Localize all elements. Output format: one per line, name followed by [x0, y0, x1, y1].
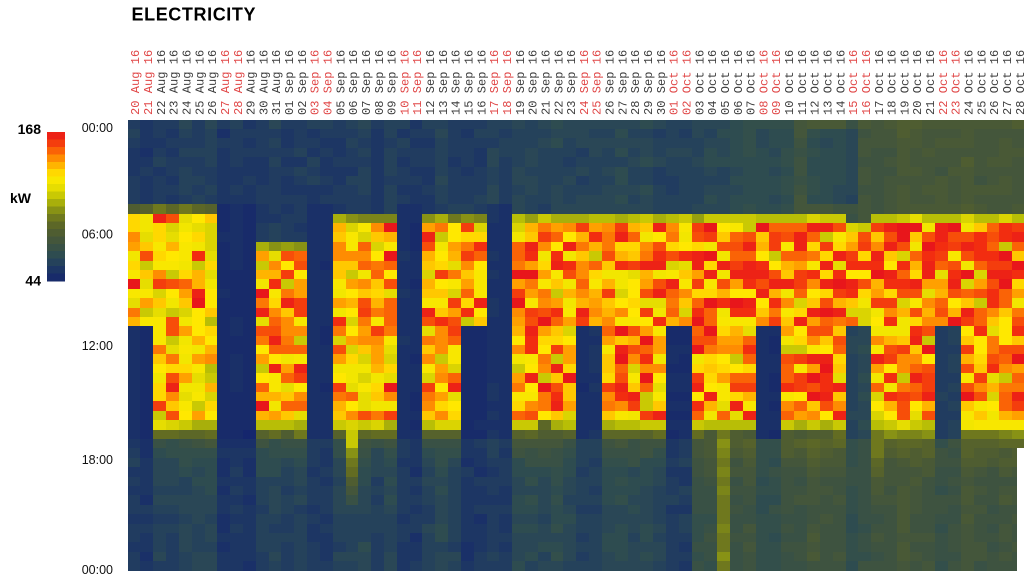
svg-text:12:00: 12:00	[82, 339, 113, 353]
svg-text:03 Sep 16: 03 Sep 16	[309, 50, 323, 115]
svg-text:19 Sep 16: 19 Sep 16	[514, 50, 528, 115]
svg-text:27 Aug 16: 27 Aug 16	[219, 50, 233, 115]
svg-text:03 Oct 16: 03 Oct 16	[693, 50, 707, 115]
svg-text:17 Sep 16: 17 Sep 16	[488, 50, 502, 115]
svg-text:21 Aug 16: 21 Aug 16	[142, 50, 156, 115]
svg-text:23 Oct 16: 23 Oct 16	[950, 50, 964, 115]
svg-text:25 Oct 16: 25 Oct 16	[975, 50, 989, 115]
svg-text:02 Sep 16: 02 Sep 16	[296, 50, 310, 115]
svg-text:01 Oct 16: 01 Oct 16	[668, 50, 682, 115]
svg-text:18 Sep 16: 18 Sep 16	[501, 50, 515, 115]
svg-text:27 Sep 16: 27 Sep 16	[616, 50, 630, 115]
svg-text:16 Sep 16: 16 Sep 16	[475, 50, 489, 115]
svg-text:20 Sep 16: 20 Sep 16	[527, 50, 541, 115]
svg-text:28 Aug 16: 28 Aug 16	[232, 50, 246, 115]
svg-text:06 Oct 16: 06 Oct 16	[732, 50, 746, 115]
svg-text:04 Sep 16: 04 Sep 16	[322, 50, 336, 115]
svg-text:29 Sep 16: 29 Sep 16	[642, 50, 656, 115]
svg-text:20 Aug 16: 20 Aug 16	[129, 50, 143, 115]
svg-text:13 Oct 16: 13 Oct 16	[822, 50, 836, 115]
svg-text:01 Sep 16: 01 Sep 16	[283, 50, 297, 115]
svg-text:23 Sep 16: 23 Sep 16	[565, 50, 579, 115]
svg-text:00:00: 00:00	[82, 121, 113, 135]
svg-text:27 Oct 16: 27 Oct 16	[1001, 50, 1015, 115]
svg-text:17 Oct 16: 17 Oct 16	[873, 50, 887, 115]
svg-text:13 Sep 16: 13 Sep 16	[437, 50, 451, 115]
svg-text:07 Oct 16: 07 Oct 16	[745, 50, 759, 115]
svg-text:15 Oct 16: 15 Oct 16	[847, 50, 861, 115]
svg-text:28 Sep 16: 28 Sep 16	[629, 50, 643, 115]
svg-text:10 Sep 16: 10 Sep 16	[398, 50, 412, 115]
svg-text:09 Sep 16: 09 Sep 16	[386, 50, 400, 115]
svg-text:14 Sep 16: 14 Sep 16	[450, 50, 464, 115]
svg-text:30 Aug 16: 30 Aug 16	[257, 50, 271, 115]
svg-text:12 Oct 16: 12 Oct 16	[809, 50, 823, 115]
svg-text:24 Sep 16: 24 Sep 16	[578, 50, 592, 115]
svg-text:168: 168	[18, 121, 42, 137]
svg-text:44: 44	[25, 273, 41, 289]
svg-text:22 Oct 16: 22 Oct 16	[937, 50, 951, 115]
svg-text:11 Sep 16: 11 Sep 16	[411, 50, 425, 115]
svg-text:28 Oct 16: 28 Oct 16	[1014, 50, 1024, 115]
svg-text:18:00: 18:00	[82, 453, 113, 467]
svg-text:04 Oct 16: 04 Oct 16	[706, 50, 720, 115]
svg-text:30 Sep 16: 30 Sep 16	[655, 50, 669, 115]
svg-text:19 Oct 16: 19 Oct 16	[898, 50, 912, 115]
svg-text:ELECTRICITY: ELECTRICITY	[132, 4, 257, 24]
svg-text:00:00: 00:00	[82, 563, 113, 577]
svg-text:23 Aug 16: 23 Aug 16	[168, 50, 182, 115]
svg-text:21 Sep 16: 21 Sep 16	[540, 50, 554, 115]
svg-text:kW: kW	[10, 190, 32, 206]
svg-text:16 Oct 16: 16 Oct 16	[860, 50, 874, 115]
svg-text:21 Oct 16: 21 Oct 16	[924, 50, 938, 115]
svg-text:11 Oct 16: 11 Oct 16	[796, 50, 810, 115]
svg-text:02 Oct 16: 02 Oct 16	[681, 50, 695, 115]
svg-text:31 Aug 16: 31 Aug 16	[270, 50, 284, 115]
svg-text:26 Aug 16: 26 Aug 16	[206, 50, 220, 115]
svg-text:25 Aug 16: 25 Aug 16	[193, 50, 207, 115]
svg-text:08 Oct 16: 08 Oct 16	[757, 50, 771, 115]
svg-text:26 Sep 16: 26 Sep 16	[604, 50, 618, 115]
svg-text:10 Oct 16: 10 Oct 16	[783, 50, 797, 115]
svg-text:07 Sep 16: 07 Sep 16	[360, 50, 374, 115]
svg-text:24 Oct 16: 24 Oct 16	[963, 50, 977, 115]
svg-text:26 Oct 16: 26 Oct 16	[988, 50, 1002, 115]
svg-text:22 Sep 16: 22 Sep 16	[552, 50, 566, 115]
svg-text:08 Sep 16: 08 Sep 16	[373, 50, 387, 115]
svg-text:15 Sep 16: 15 Sep 16	[463, 50, 477, 115]
svg-text:14 Oct 16: 14 Oct 16	[834, 50, 848, 115]
svg-text:09 Oct 16: 09 Oct 16	[770, 50, 784, 115]
svg-text:22 Aug 16: 22 Aug 16	[155, 50, 169, 115]
svg-text:12 Sep 16: 12 Sep 16	[424, 50, 438, 115]
svg-text:06 Sep 16: 06 Sep 16	[347, 50, 361, 115]
svg-text:05 Oct 16: 05 Oct 16	[719, 50, 733, 115]
svg-text:05 Sep 16: 05 Sep 16	[334, 50, 348, 115]
svg-text:29 Aug 16: 29 Aug 16	[245, 50, 259, 115]
svg-text:18 Oct 16: 18 Oct 16	[886, 50, 900, 115]
svg-text:24 Aug 16: 24 Aug 16	[181, 50, 195, 115]
svg-text:06:00: 06:00	[82, 227, 113, 241]
svg-text:25 Sep 16: 25 Sep 16	[591, 50, 605, 115]
svg-text:20 Oct 16: 20 Oct 16	[911, 50, 925, 115]
